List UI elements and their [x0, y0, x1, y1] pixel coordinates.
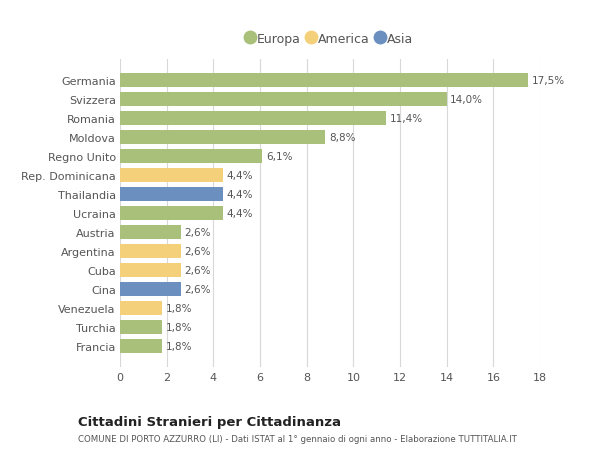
Bar [120, 131, 325, 144]
Text: 1,8%: 1,8% [166, 303, 192, 313]
Bar [120, 168, 223, 182]
Bar [120, 320, 162, 334]
Text: 1,8%: 1,8% [166, 341, 192, 352]
Text: 8,8%: 8,8% [329, 133, 355, 142]
Text: 2,6%: 2,6% [184, 265, 211, 275]
Text: Cittadini Stranieri per Cittadinanza: Cittadini Stranieri per Cittadinanza [78, 415, 341, 428]
Bar [120, 207, 223, 220]
Bar [120, 340, 162, 353]
Text: 4,4%: 4,4% [226, 208, 253, 218]
Bar [120, 263, 181, 277]
Bar [120, 302, 162, 315]
Text: 11,4%: 11,4% [389, 113, 422, 123]
Text: 2,6%: 2,6% [184, 246, 211, 257]
Bar [120, 188, 223, 202]
Text: 14,0%: 14,0% [450, 95, 483, 105]
Text: 4,4%: 4,4% [226, 170, 253, 180]
Bar [120, 225, 181, 239]
Bar [120, 73, 529, 87]
Bar [120, 150, 262, 163]
Legend: Europa, America, Asia: Europa, America, Asia [243, 29, 417, 50]
Bar [120, 245, 181, 258]
Text: 17,5%: 17,5% [532, 75, 565, 85]
Text: 2,6%: 2,6% [184, 285, 211, 294]
Bar [120, 112, 386, 125]
Text: 2,6%: 2,6% [184, 228, 211, 237]
Bar [120, 283, 181, 296]
Text: 1,8%: 1,8% [166, 322, 192, 332]
Bar [120, 93, 446, 106]
Text: 6,1%: 6,1% [266, 151, 292, 162]
Text: COMUNE DI PORTO AZZURRO (LI) - Dati ISTAT al 1° gennaio di ogni anno - Elaborazi: COMUNE DI PORTO AZZURRO (LI) - Dati ISTA… [78, 434, 517, 443]
Text: 4,4%: 4,4% [226, 190, 253, 199]
